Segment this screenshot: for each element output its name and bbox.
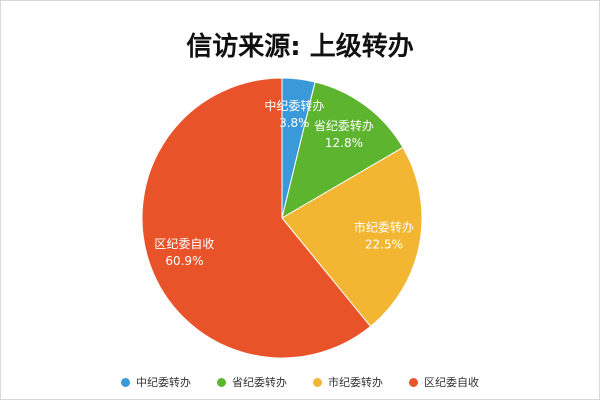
- legend-swatch-2: [313, 377, 322, 387]
- slice-label-3: 区纪委自收: [154, 237, 214, 251]
- pie-slice-1: [281, 81, 404, 220]
- legend-swatch-0: [121, 377, 130, 387]
- slice-value-0: 3.8%: [279, 116, 310, 130]
- legend: 中纪委转办 省纪委转办 市纪委转办 区纪委自收: [0, 374, 600, 390]
- legend-item-0: 中纪委转办: [121, 374, 191, 390]
- pie-slice-3: [141, 77, 372, 359]
- slice-value-1: 12.8%: [325, 136, 363, 150]
- legend-item-1: 省纪委转办: [217, 374, 287, 390]
- slice-value-3: 60.9%: [165, 254, 203, 268]
- legend-item-2: 市纪委转办: [313, 374, 383, 390]
- pie-slice-2: [281, 146, 423, 328]
- legend-swatch-1: [217, 377, 226, 387]
- legend-item-3: 区纪委自收: [409, 374, 479, 390]
- slice-label-1: 省纪委转办: [314, 118, 374, 133]
- legend-label-2: 市纪委转办: [328, 376, 383, 389]
- legend-label-3: 区纪委自收: [424, 376, 479, 389]
- slice-label-0: 中纪委转办: [264, 98, 324, 113]
- slice-label-2: 市纪委转办: [354, 219, 414, 234]
- chart-title: 信访来源: 上级转办: [186, 32, 414, 62]
- legend-swatch-3: [409, 377, 418, 387]
- slice-value-2: 22.5%: [365, 237, 403, 251]
- legend-label-0: 中纪委转办: [136, 376, 191, 389]
- legend-label-1: 省纪委转办: [232, 376, 287, 389]
